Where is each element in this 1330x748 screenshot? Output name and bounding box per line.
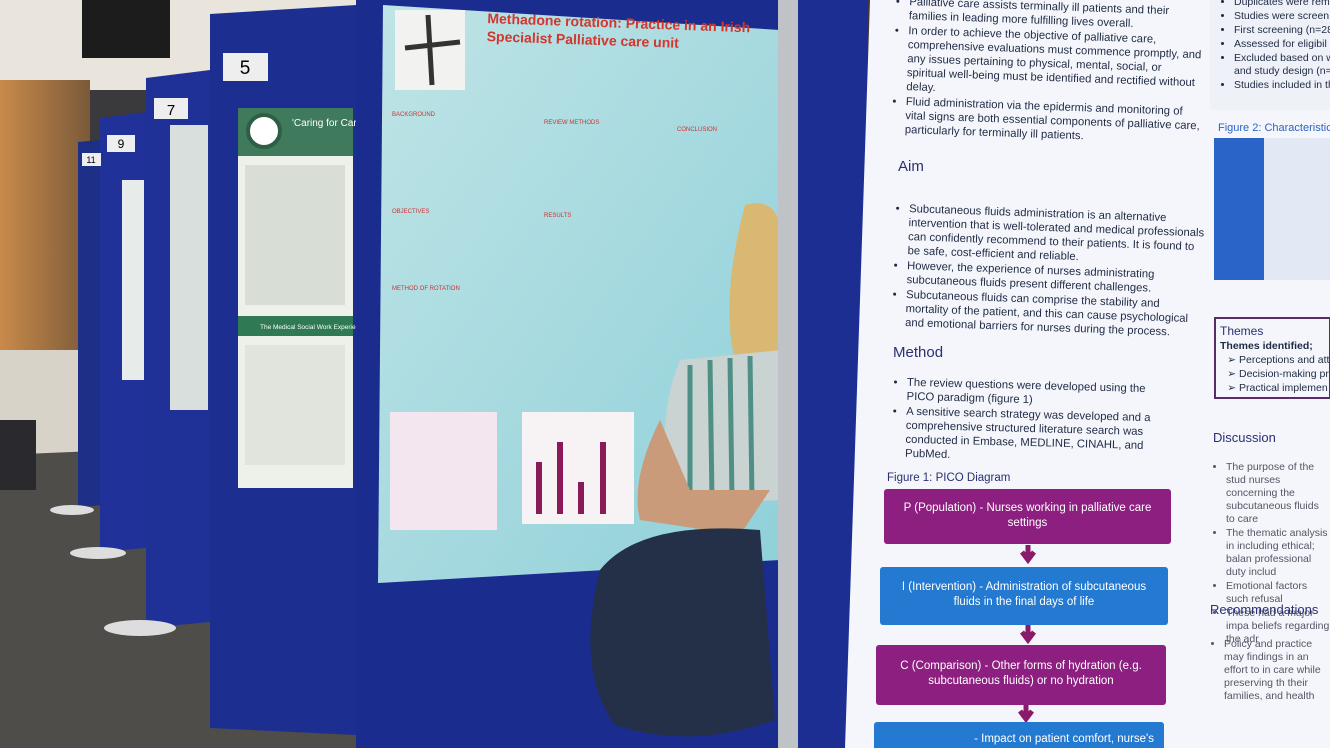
pico-box: P (Population) - Nurses working in palli… (884, 489, 1171, 544)
board-number-plate (82, 153, 101, 166)
bullet: Studies were screen (1234, 10, 1330, 23)
logo (246, 113, 282, 149)
flow: Duplicates were remStudies were screenFi… (1220, 0, 1330, 93)
pico-box: I (Intervention) - Administration of sub… (880, 567, 1168, 625)
arrows (1018, 545, 1036, 724)
board-number: 5 (240, 58, 251, 79)
board-number: 9 (118, 137, 125, 151)
section-heading: BACKGROUND (392, 112, 436, 118)
poster-column (1210, 0, 1330, 110)
poster-table (390, 412, 497, 530)
board-foot (50, 505, 94, 515)
figure-caption: Figure 1: PICO Diagram (887, 472, 1011, 484)
bullet-list: Duplicates were remStudies were screenFi… (1220, 0, 1330, 92)
poster-block (245, 165, 345, 305)
bullet: Emotional factors such refusal (1226, 580, 1330, 606)
chair (0, 420, 36, 490)
bullet: In order to achieve the objective of pal… (906, 24, 1204, 104)
board-number: 7 (167, 102, 175, 119)
wall (0, 80, 90, 350)
bullet: Studies included in th (1234, 79, 1330, 92)
board-number-plate (223, 53, 268, 81)
section-heading: METHOD OF ROTATION (392, 286, 460, 292)
board-number: 11 (86, 155, 95, 165)
bullet-list: Perceptions and attiDecision-making prPr… (1225, 354, 1330, 395)
bullet: Policy and practice may findings in an e… (1224, 638, 1330, 703)
bullet-list: Palliative care assists terminally ill p… (891, 0, 1206, 147)
bullet: Excluded based on w and study design (n= (1234, 52, 1330, 78)
bullet-list: Policy and practice may findings in an e… (1210, 638, 1330, 703)
figure2-column (1214, 138, 1264, 280)
poster (122, 180, 144, 380)
poster-band-text: The Medical Social Work Experience (260, 324, 366, 331)
hair (729, 203, 782, 370)
section-heading: CONCLUSION (677, 127, 717, 133)
themes-sub: Themes identified; (1220, 340, 1313, 352)
board-foot (104, 620, 176, 636)
intro: Palliative care assists terminally ill p… (891, 0, 1206, 148)
poster-title: 'Caring for Car (292, 118, 357, 129)
section-heading: OBJECTIVES (392, 209, 429, 215)
poster-bar (557, 442, 563, 514)
pico-box: C (Comparison) - Other forms of hydratio… (876, 645, 1166, 705)
bullet-list: Subcutaneous fluids administration is an… (891, 202, 1205, 341)
pole (778, 0, 798, 748)
board-number-plate (107, 135, 135, 152)
bullet: These had a major impa beliefs regarding… (1226, 607, 1330, 646)
method: The review questions were developed usin… (891, 375, 1168, 468)
board (78, 140, 100, 508)
bullet: Subcutaneous fluids can comprise the sta… (905, 288, 1202, 340)
bullet: Practical implemen (1239, 382, 1330, 395)
themes: Perceptions and attiDecision-making prPr… (1225, 354, 1330, 396)
poster-bar (578, 482, 584, 514)
themes-box (1214, 317, 1330, 399)
poster (845, 0, 1330, 748)
section-heading: REVIEW METHODS (544, 120, 599, 126)
bullet: First screening (n=28 (1234, 24, 1330, 37)
bullet: Subcutaneous fluids administration is an… (907, 202, 1205, 268)
bullet-list: The purpose of the stud nurses concernin… (1212, 461, 1330, 646)
pico-box: - Impact on patient comfort, nurse's (874, 722, 1164, 748)
bag (590, 528, 775, 737)
cross-logo (404, 14, 461, 86)
section-heading: RESULTS (544, 213, 571, 219)
poster (170, 125, 208, 410)
arm (637, 420, 770, 535)
bullet: Decision-making pr (1239, 368, 1330, 381)
heading: Recommendations (1210, 602, 1319, 617)
bullet: A sensitive search strategy was develope… (905, 405, 1167, 468)
board-number-plate (154, 98, 188, 119)
poster-block (245, 345, 345, 465)
discussion: The purpose of the stud nurses concernin… (1212, 461, 1330, 647)
bullet-list: The review questions were developed usin… (891, 375, 1168, 467)
poster-band (238, 316, 353, 336)
heading: Aim (898, 158, 924, 175)
poster-bar (600, 442, 606, 514)
heading: Themes (1220, 324, 1264, 338)
bullet: Duplicates were rem (1234, 0, 1330, 9)
bullet: Fluid administration via the epidermis a… (905, 95, 1202, 147)
figure-caption: Figure 2: Characteristics (1218, 122, 1330, 134)
bullet: The purpose of the stud nurses concernin… (1226, 461, 1330, 526)
board-foot (70, 547, 126, 559)
shirt-stripes (687, 355, 755, 501)
aim: Subcutaneous fluids administration is an… (891, 202, 1205, 342)
bullet: Perceptions and atti (1239, 354, 1330, 367)
poster-bar (536, 462, 542, 514)
recommendations: Policy and practice may findings in an e… (1210, 638, 1330, 704)
bullet: The thematic analysis in including ethic… (1226, 527, 1330, 579)
speaker (82, 0, 170, 58)
bullet: Assessed for eligibil (1234, 38, 1330, 51)
heading: Discussion (1213, 430, 1276, 445)
heading: Method (893, 344, 944, 361)
